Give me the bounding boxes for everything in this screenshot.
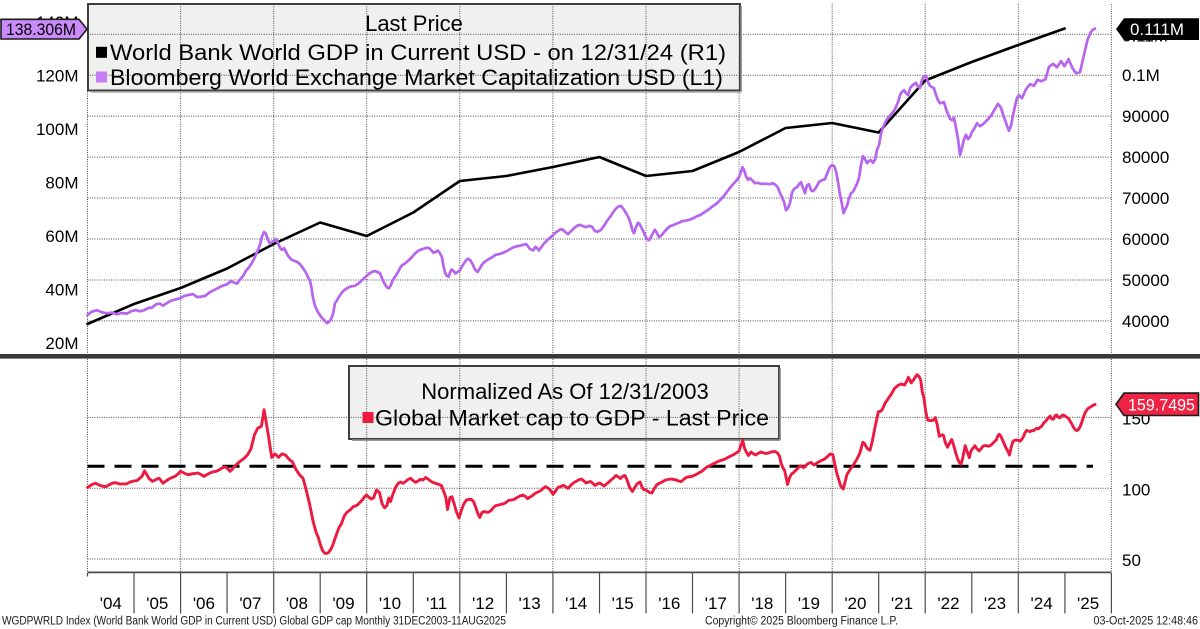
svg-text:'15: '15 [612, 594, 634, 613]
svg-text:'11: '11 [426, 594, 447, 613]
svg-text:Last Price: Last Price [365, 11, 463, 36]
svg-text:80000: 80000 [1122, 148, 1169, 167]
svg-text:'22: '22 [937, 594, 959, 613]
svg-text:100M: 100M [36, 120, 79, 139]
svg-text:60M: 60M [45, 227, 78, 246]
svg-text:100: 100 [1122, 481, 1150, 500]
svg-text:50: 50 [1122, 551, 1141, 570]
svg-text:20M: 20M [45, 334, 78, 353]
svg-text:0.111M: 0.111M [1130, 21, 1184, 39]
svg-text:'21: '21 [891, 594, 913, 613]
svg-text:90000: 90000 [1122, 107, 1169, 126]
svg-text:03-Oct-2025 12:48:46: 03-Oct-2025 12:48:46 [1094, 616, 1199, 628]
svg-text:'12: '12 [472, 594, 494, 613]
svg-text:'18: '18 [751, 594, 773, 613]
svg-text:'10: '10 [379, 594, 401, 613]
svg-text:'16: '16 [658, 594, 680, 613]
svg-text:'07: '07 [239, 594, 261, 613]
svg-text:'24: '24 [1031, 594, 1053, 613]
svg-text:40000: 40000 [1122, 312, 1169, 331]
svg-text:'14: '14 [565, 594, 587, 613]
svg-text:'25: '25 [1077, 594, 1099, 613]
svg-text:'19: '19 [798, 594, 820, 613]
svg-text:'06: '06 [193, 594, 215, 613]
svg-text:'04: '04 [100, 594, 122, 613]
svg-text:'23: '23 [984, 594, 1006, 613]
svg-text:Bloomberg World Exchange Marke: Bloomberg World Exchange Market Capitali… [110, 65, 723, 90]
svg-text:0.1M: 0.1M [1122, 66, 1160, 85]
svg-text:'09: '09 [332, 594, 354, 613]
svg-text:World Bank World GDP in Curren: World Bank World GDP in Current USD - on… [110, 40, 726, 65]
svg-text:WGDPWRLD Index (World Bank Wor: WGDPWRLD Index (World Bank World GDP in … [2, 616, 506, 628]
svg-text:'13: '13 [519, 594, 541, 613]
svg-text:50000: 50000 [1122, 271, 1169, 290]
svg-text:'08: '08 [286, 594, 308, 613]
svg-text:Normalized As Of 12/31/2003: Normalized As Of 12/31/2003 [421, 379, 708, 404]
svg-text:'20: '20 [844, 594, 866, 613]
svg-text:120M: 120M [36, 67, 79, 86]
svg-text:60000: 60000 [1122, 230, 1169, 249]
svg-text:Copyright© 2025 Bloomberg Fina: Copyright© 2025 Bloomberg Finance L.P. [705, 616, 898, 628]
svg-text:Global Market cap to GDP - Las: Global Market cap to GDP - Last Price [375, 406, 769, 431]
svg-text:138.306M: 138.306M [6, 21, 76, 39]
svg-text:40M: 40M [45, 281, 78, 300]
svg-text:'17: '17 [705, 594, 727, 613]
svg-text:80M: 80M [45, 174, 78, 193]
svg-text:'05: '05 [146, 594, 168, 613]
svg-text:159.7495: 159.7495 [1128, 396, 1195, 414]
svg-text:70000: 70000 [1122, 189, 1169, 208]
